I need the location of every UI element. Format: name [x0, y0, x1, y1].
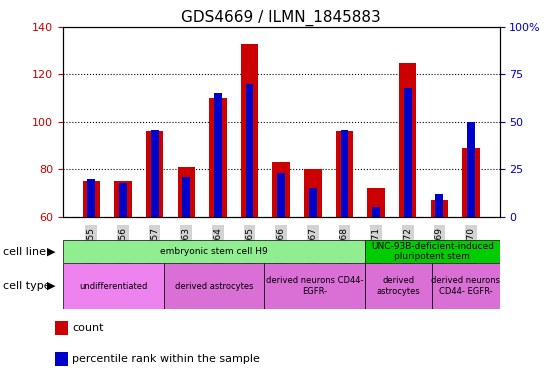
Bar [404, 88, 412, 217]
Bar [214, 93, 222, 217]
Text: percentile rank within the sample: percentile rank within the sample [72, 354, 260, 364]
Text: undifferentiated: undifferentiated [79, 281, 147, 291]
Bar [431, 200, 448, 217]
Text: derived astrocytes: derived astrocytes [175, 281, 253, 291]
Bar [241, 43, 258, 217]
Text: count: count [72, 323, 104, 333]
Bar [341, 129, 348, 217]
Bar [63, 240, 365, 263]
Bar [272, 162, 290, 217]
Bar [87, 179, 95, 217]
Text: derived
astrocytes: derived astrocytes [377, 276, 420, 296]
Text: derived neurons CD44-
EGFR-: derived neurons CD44- EGFR- [266, 276, 364, 296]
Bar [432, 263, 500, 309]
Text: cell type: cell type [3, 281, 50, 291]
Bar [336, 131, 353, 217]
Bar [182, 177, 190, 217]
Bar [399, 63, 417, 217]
Bar [309, 189, 317, 217]
Title: GDS4669 / ILMN_1845883: GDS4669 / ILMN_1845883 [181, 9, 381, 25]
Text: ▶: ▶ [47, 281, 56, 291]
Bar [119, 183, 127, 217]
Bar [462, 148, 480, 217]
Bar [264, 263, 365, 309]
Bar [177, 167, 195, 217]
Text: ▶: ▶ [47, 247, 56, 257]
Bar [304, 169, 322, 217]
Bar [365, 240, 500, 263]
Bar [277, 173, 285, 217]
Text: derived neurons
CD44- EGFR-: derived neurons CD44- EGFR- [431, 276, 501, 296]
Bar [365, 263, 432, 309]
Bar [114, 181, 132, 217]
Bar [63, 263, 164, 309]
Bar [467, 122, 475, 217]
Bar [164, 263, 264, 309]
Bar [82, 181, 100, 217]
Bar [151, 129, 158, 217]
Text: cell line: cell line [3, 247, 46, 257]
Text: embryonic stem cell H9: embryonic stem cell H9 [160, 247, 268, 256]
Text: UNC-93B-deficient-induced
pluripotent stem: UNC-93B-deficient-induced pluripotent st… [371, 242, 494, 261]
Bar [246, 84, 253, 217]
Bar [146, 131, 163, 217]
Bar [209, 98, 227, 217]
Bar [436, 194, 443, 217]
Bar [372, 207, 380, 217]
Bar [367, 189, 385, 217]
